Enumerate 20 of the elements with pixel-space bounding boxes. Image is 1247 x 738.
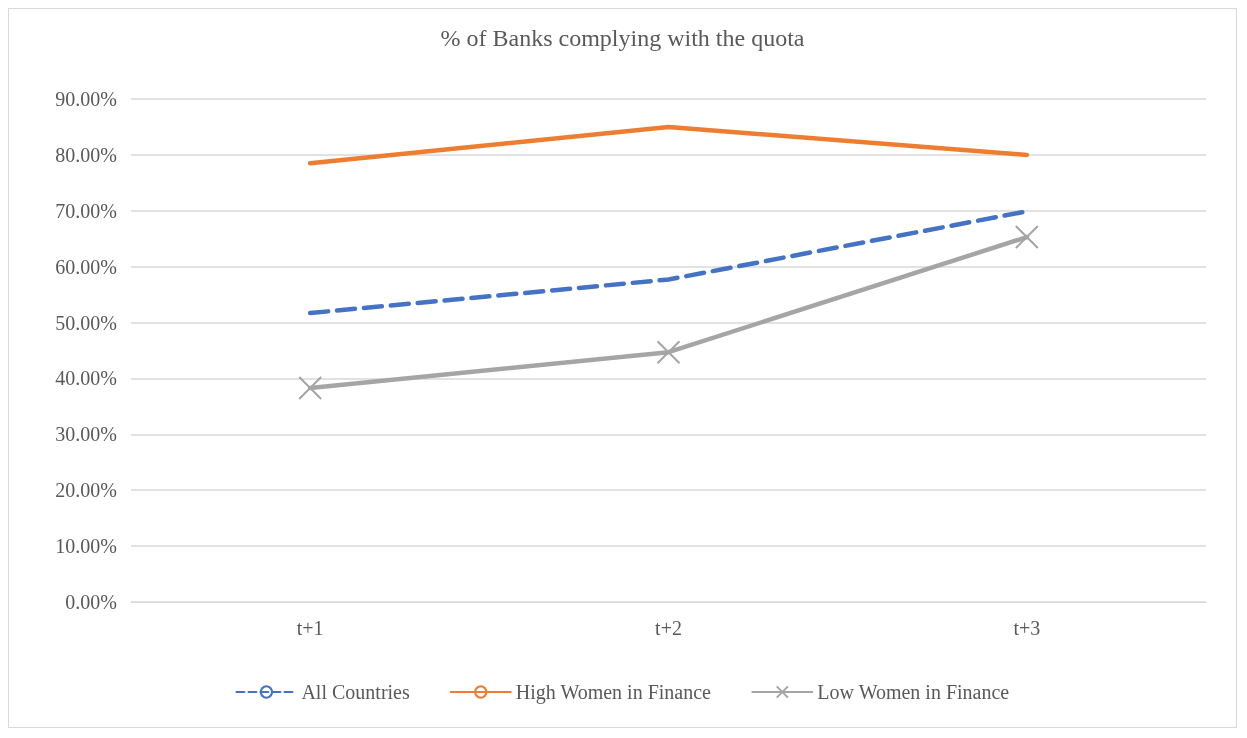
x-tick-label: t+1 [296,617,324,639]
y-tick-label: 30.00% [55,423,117,446]
y-tick-label: 80.00% [55,143,117,166]
x-tick-label: t+2 [655,617,682,639]
legend-label: All Countries [301,681,410,703]
x-tick-label: t+3 [1013,617,1041,639]
y-tick-label: 40.00% [55,367,117,390]
y-tick-label: 90.00% [55,88,117,110]
y-tick-label: 20.00% [55,479,117,502]
point [298,375,323,400]
point [1014,225,1039,250]
y-tick-label: 50.00% [55,311,117,334]
chart-title: % of Banks complying with the quota [440,25,805,51]
y-tick-label: 70.00% [55,199,117,222]
y-tick-label: 10.00% [55,535,117,558]
legend-label: Low Women in Finance [817,681,1010,703]
y-tick-label: 60.00% [55,255,117,278]
legend-label: High Women in Finance [515,681,712,704]
point [656,340,681,365]
y-tick-label: 0.00% [65,591,117,613]
